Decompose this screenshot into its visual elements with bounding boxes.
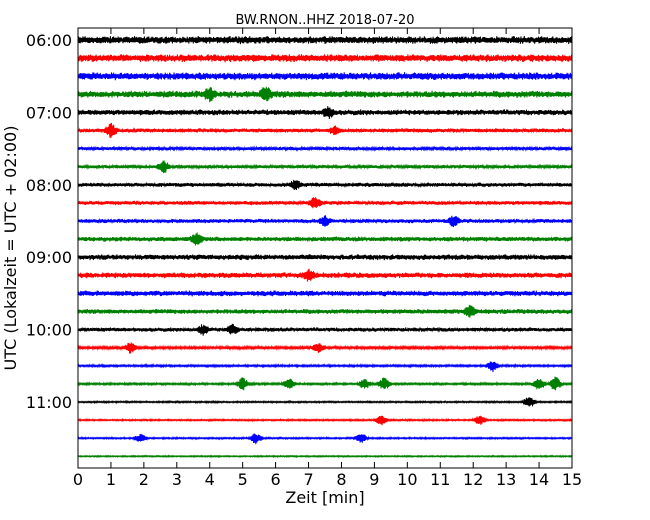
trace-0900 [77,254,573,261]
trace-1130 [77,433,573,445]
trace-1000 [77,323,573,336]
x-tick-label: 8 [336,470,346,489]
x-tick-label: 10 [397,470,417,489]
trace-0815 [77,197,573,209]
trace-1100 [77,397,573,407]
trace-group [77,36,573,459]
trace-0700 [77,106,573,120]
trace-0600 [77,36,573,45]
x-tick-label: 14 [529,470,549,489]
x-tick-label: 11 [430,470,450,489]
y-tick-label: 11:00 [26,393,72,412]
x-tick-label: 15 [562,470,582,489]
x-tick-label: 2 [139,470,149,489]
y-axis-label: UTC (Lokalzeit = UTC + 02:00) [1,126,20,371]
trace-0800 [77,179,573,190]
y-tick-label: 07:00 [26,103,72,122]
x-axis: 0 1 2 3 4 5 6 7 8 9 10 11 12 13 14 15 [73,28,582,489]
trace-0615 [77,54,573,63]
chart-title: BW.RNON..HHZ 2018-07-20 [235,13,414,28]
trace-0745 [77,160,573,174]
trace-0630 [77,72,573,81]
trace-1030 [77,361,573,373]
trace-0845 [77,232,573,246]
x-tick-label: 1 [106,470,116,489]
y-tick-label: 10:00 [26,321,72,340]
x-tick-label: 0 [73,470,83,489]
x-tick-label: 9 [369,470,379,489]
x-tick-label: 4 [205,470,215,489]
trace-1115 [77,415,573,426]
trace-0945 [77,304,573,318]
plot-frame [77,27,573,469]
trace-1015 [77,342,573,354]
trace-0915 [77,268,573,282]
y-tick-label: 09:00 [26,248,72,267]
y-tick-label: 08:00 [26,176,72,195]
x-tick-label: 3 [172,470,182,489]
trace-1045 [77,376,573,391]
trace-0930 [77,290,573,297]
x-tick-label: 13 [496,470,516,489]
x-axis-label: Zeit [min] [285,488,364,507]
trace-1145 [77,454,573,459]
x-tick-label: 7 [303,470,313,489]
y-tick-label: 06:00 [26,31,72,50]
x-tick-label: 6 [271,470,281,489]
trace-0645 [77,86,573,103]
trace-0830 [77,215,573,228]
x-tick-label: 12 [463,470,483,489]
trace-0730 [77,145,573,152]
y-axis: 06:00 07:00 08:00 09:00 10:00 11:00 [26,31,84,412]
trace-0715 [77,122,573,138]
x-tick-label: 5 [238,470,248,489]
